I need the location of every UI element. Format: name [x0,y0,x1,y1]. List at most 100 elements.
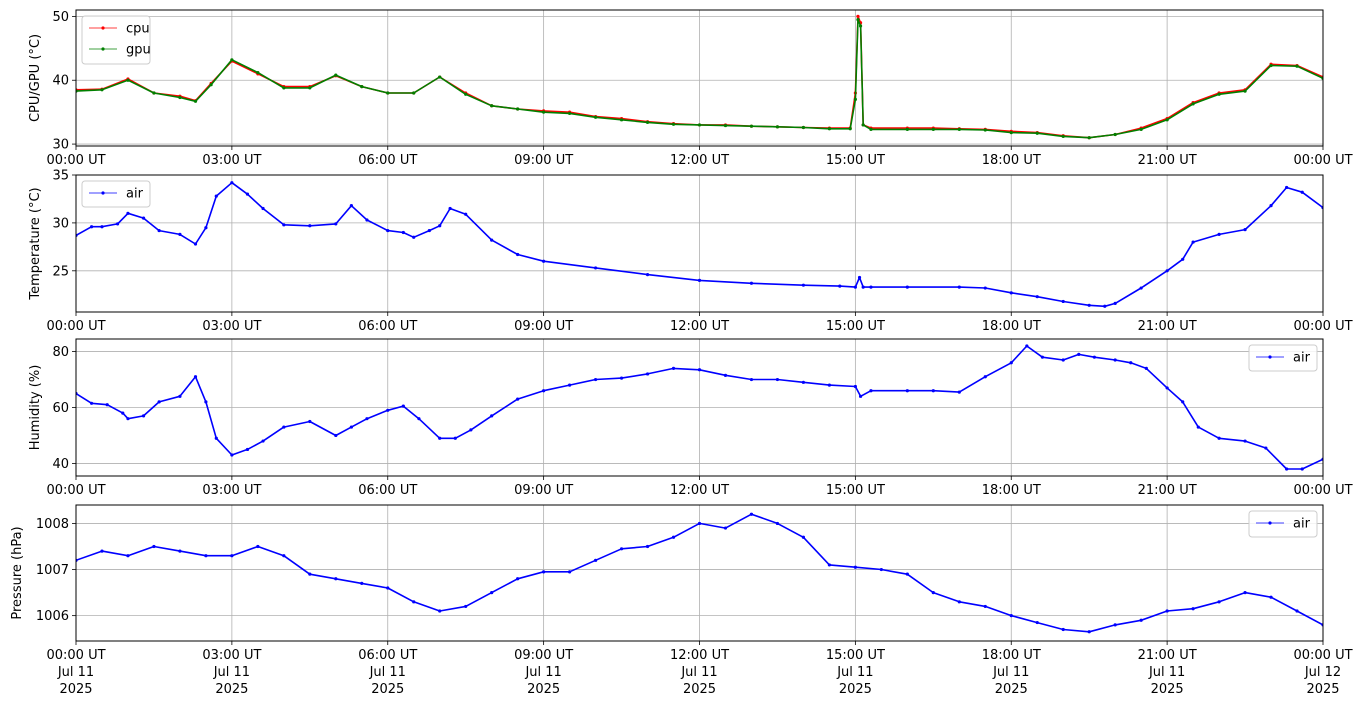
subplot-3: 00:00 UT 03:00 UT 06:00 UT 09:00 UT 12:00 UT… [28,338,1353,498]
plot-frame [75,338,1324,477]
x-tick-label: 21:00 UT [1138,648,1197,663]
data-point-air [1092,355,1096,359]
data-point-air [1035,620,1039,625]
x-tick-label: 18:00 UT [982,319,1041,334]
legend-marker-air [1268,521,1272,525]
data-point-air [801,283,806,287]
data-point-air [214,436,218,440]
data-point-air [1181,257,1185,261]
legend-label-air: air [1293,351,1311,366]
data-point-air [1139,286,1143,290]
data-point-air [365,417,369,421]
x-year-label: 2025 [683,682,716,697]
data-point-air [245,192,250,196]
data-point-air [89,401,94,405]
x-tick-label: 00:00 UT [46,153,105,168]
data-point-air [1040,355,1045,359]
data-point-air [671,535,676,539]
data-point-air [749,377,754,382]
data-point-gpu [334,73,338,77]
x-tick-label: 18:00 UT [982,153,1041,168]
data-point-gpu [848,127,852,131]
data-point-gpu [1269,63,1273,68]
data-point-air [645,372,650,376]
legend-marker-air [1268,355,1272,359]
data-point-gpu [697,123,702,127]
legend: air [1248,510,1318,538]
data-point-air [838,284,842,288]
legend: air [1248,344,1318,372]
data-point-air [983,604,987,609]
data-point-gpu [100,88,104,92]
series-line-air [76,181,1323,308]
data-point-air [542,389,546,393]
data-point-gpu [1217,92,1221,96]
y-tick-label: 25 [52,264,69,279]
data-point-air [1243,590,1247,595]
data-point-air [1061,627,1065,632]
y-axis-label: Temperature (°C) [28,187,43,300]
data-point-air [214,194,218,198]
data-point-gpu [152,91,156,95]
subplots: 00:00 UT 03:00 UT 06:00 UT 09:00 UT 12:00 UT… [10,9,1353,697]
data-point-air [1009,614,1013,618]
data-point-air [204,554,208,558]
data-point-gpu [386,91,390,95]
x-tick-label: 06:00 UT [358,153,417,168]
data-point-air [230,453,234,457]
data-point-gpu [957,127,961,131]
data-point-air [827,563,831,567]
x-tick-label: 12:00 UT [670,483,729,498]
x-year-label: 2025 [527,682,560,697]
x-date-label: Jul 11 [57,665,94,680]
data-point-air [1165,609,1169,613]
x-tick-label: 03:00 UT [202,153,261,168]
y-tick-label: 40 [52,74,69,89]
data-point-air [1144,366,1148,370]
data-point-air [1191,240,1195,244]
data-point-gpu [1139,127,1143,131]
data-point-air [593,558,598,562]
data-point-air [141,414,146,418]
data-point-air [121,411,125,415]
legend-marker-gpu [101,47,105,51]
x-tick-label: 00:00 UT [46,648,105,663]
data-point-air [308,419,312,424]
data-point-gpu [230,58,234,62]
data-point-air [1087,303,1091,307]
data-point-air [1191,607,1195,611]
data-point-air [464,212,468,216]
data-point-air [334,577,338,581]
data-point-air [256,544,260,549]
data-point-air [157,228,161,233]
data-point-air [827,383,831,387]
data-point-air [1243,228,1247,232]
data-point-air [417,417,421,421]
x-tick-label: 09:00 UT [514,319,573,334]
data-point-air [282,425,286,429]
data-point-air [141,216,146,220]
data-point-air [1264,446,1268,450]
series-air [76,512,1323,634]
x-date-label: Jul 11 [1148,665,1185,680]
data-point-gpu [983,128,987,132]
data-point-gpu [1035,131,1039,135]
data-point-air [723,526,728,530]
data-point-gpu [856,17,860,22]
data-point-air [427,228,431,233]
data-point-gpu [1243,89,1247,93]
data-point-air [619,547,624,551]
data-point-air [593,266,598,270]
data-point-air [801,380,806,384]
data-point-air [869,285,873,289]
data-point-gpu [178,95,182,100]
data-point-gpu [282,86,286,90]
data-point-air [857,275,862,280]
data-point-air [697,368,702,372]
x-date-label: Jul 11 [524,665,561,680]
data-point-air [1009,291,1013,295]
data-point-gpu [568,111,572,116]
series-line-gpu [76,18,1323,139]
data-point-air [178,549,182,553]
x-year-label: 2025 [995,682,1028,697]
